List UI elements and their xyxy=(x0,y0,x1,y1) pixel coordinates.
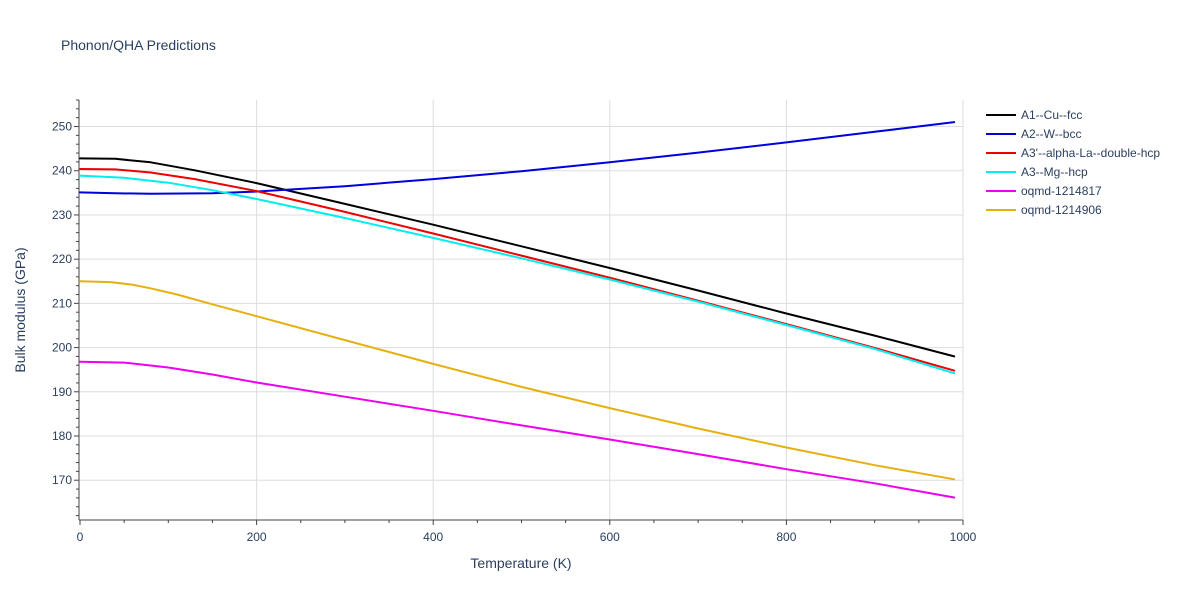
legend-item[interactable]: oqmd-1214906 xyxy=(986,203,1102,217)
series-line-3 xyxy=(79,168,956,372)
y-tick-label: 190 xyxy=(52,385,72,399)
legend-label: oqmd-1214817 xyxy=(1021,184,1102,198)
series-lines xyxy=(79,121,956,499)
series-line-1 xyxy=(79,157,956,358)
series-line-2 xyxy=(79,121,956,195)
y-tick-label: 240 xyxy=(52,164,72,178)
axes xyxy=(74,99,964,525)
legend-item[interactable]: A3--Mg--hcp xyxy=(986,165,1088,179)
legend-label: A1--Cu--fcc xyxy=(1021,108,1082,122)
x-tick-label: 600 xyxy=(600,530,620,544)
x-tick-label: 0 xyxy=(77,530,84,544)
y-axis-title: Bulk modulus (GPa) xyxy=(12,247,28,372)
series-line-5 xyxy=(79,360,956,499)
legend-item[interactable]: A2--W--bcc xyxy=(986,127,1081,141)
x-axis-title: Temperature (K) xyxy=(470,555,571,571)
y-tick-label: 230 xyxy=(52,208,72,222)
legend-label: A3--Mg--hcp xyxy=(1021,165,1088,179)
series-line-6 xyxy=(79,280,956,481)
legend-item[interactable]: oqmd-1214817 xyxy=(986,184,1102,198)
y-tick-label: 170 xyxy=(52,473,72,487)
legend: A1--Cu--fcc A2--W--bcc A3'--alpha-La--doub… xyxy=(986,108,1160,217)
tick-labels: 0 200 400 600 800 1000 170 180 190 200 210 220 230 24… xyxy=(52,120,977,544)
y-tick-label: 200 xyxy=(52,341,72,355)
x-tick-label: 1000 xyxy=(950,530,977,544)
legend-item[interactable]: A3'--alpha-La--double-hcp xyxy=(986,146,1160,160)
x-tick-label: 800 xyxy=(776,530,796,544)
y-tick-label: 180 xyxy=(52,429,72,443)
legend-label: A3'--alpha-La--double-hcp xyxy=(1021,146,1160,160)
legend-label: oqmd-1214906 xyxy=(1021,203,1102,217)
x-tick-label: 400 xyxy=(423,530,443,544)
y-tick-label: 210 xyxy=(52,296,72,310)
y-tick-label: 250 xyxy=(52,120,72,134)
legend-label: A2--W--bcc xyxy=(1021,127,1081,141)
y-tick-label: 220 xyxy=(52,252,72,266)
chart-title: Phonon/QHA Predictions xyxy=(61,37,216,53)
x-tick-label: 200 xyxy=(247,530,267,544)
legend-item[interactable]: A1--Cu--fcc xyxy=(986,108,1082,122)
series-line-4 xyxy=(79,174,956,375)
